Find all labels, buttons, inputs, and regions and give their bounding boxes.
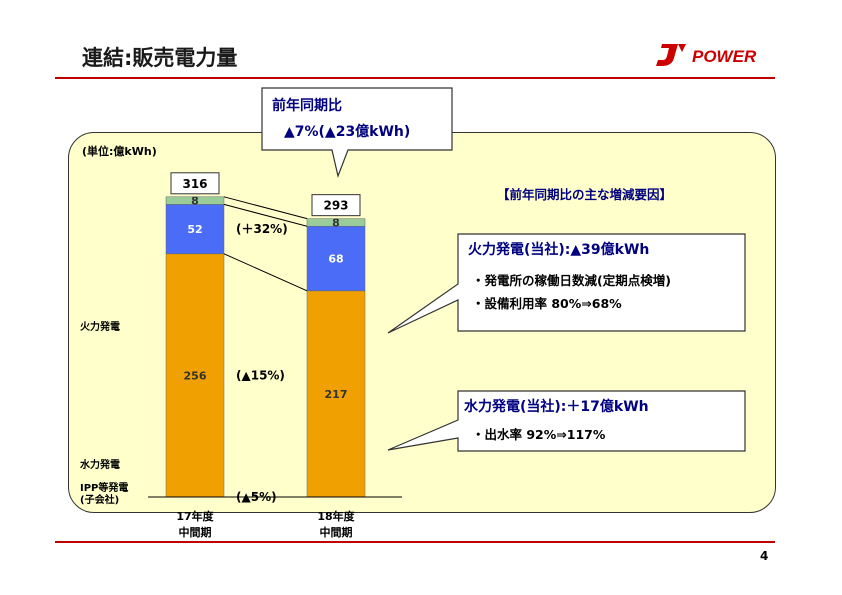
bar-1-1 (306, 226, 366, 292)
hydro-note-head: 水力発電(当社):＋17億kWh (464, 398, 649, 415)
data-label-0-1: 217 (325, 388, 348, 401)
thermal-note-head: 火力発電(当社):▲39億kWh (468, 241, 649, 258)
series-label-1-0: 水力発電 (79, 458, 120, 471)
series-label-0-0: 火力発電 (80, 320, 120, 333)
change-label-1: (＋32%) (236, 222, 288, 236)
connector-total (223, 196, 308, 220)
yoy-callout-line2: ▲7%(▲23億kWh) (284, 123, 410, 140)
hydro-note-line-1: ・出水率 92%⇒117% (472, 427, 606, 442)
series-label-2-0: IPP等発電 (80, 481, 128, 494)
total-label-0: 316 (182, 177, 207, 191)
connector-ipp (223, 253, 308, 292)
change-label-0: (▲15%) (236, 368, 285, 382)
change-label-2: (▲5%) (236, 490, 277, 504)
data-label-2-0: 8 (191, 195, 199, 208)
title-rule (55, 77, 775, 79)
category-label-1-0: 18年度 (317, 509, 355, 523)
data-label-1-0: 52 (187, 223, 202, 236)
total-box-0 (170, 172, 220, 195)
jpower-logo: POWER (656, 44, 757, 66)
connector-hydro (223, 203, 308, 227)
hydro-note-box (387, 390, 746, 452)
category-label-0-0: 17年度 (176, 509, 214, 523)
bar-2-0 (165, 196, 225, 205)
data-label-0-0: 256 (184, 369, 207, 382)
page-number: 4 (760, 549, 769, 563)
logo-text: POWER (692, 47, 757, 66)
category-label-1-1: 中間期 (320, 525, 353, 539)
total-label-1: 293 (323, 199, 348, 213)
category-label-0-1: 中間期 (179, 525, 212, 539)
thermal-note-line-2: ・設備利用率 80%⇒68% (472, 296, 622, 311)
series-label-2-1: (子会社) (80, 493, 119, 506)
total-box-1 (311, 194, 361, 217)
bar-0-1 (306, 290, 366, 498)
thermal-note-box (387, 233, 746, 334)
data-label-2-1: 8 (332, 216, 340, 229)
bar-2-1 (306, 218, 366, 227)
yoy-callout-box (261, 87, 453, 179)
data-label-1-1: 68 (328, 253, 343, 266)
unit-label: (単位:億kWh) (82, 145, 157, 158)
factors-heading: 【前年同期比の主な増減要因】 (497, 187, 673, 202)
slide-title: 連結:販売電力量 (82, 46, 238, 70)
bar-1-0 (165, 204, 225, 255)
footer-rule (55, 541, 775, 543)
yoy-callout-line1: 前年同期比 (272, 97, 342, 114)
thermal-note-line-1: ・発電所の稼働日数減(定期点検増) (472, 273, 671, 288)
